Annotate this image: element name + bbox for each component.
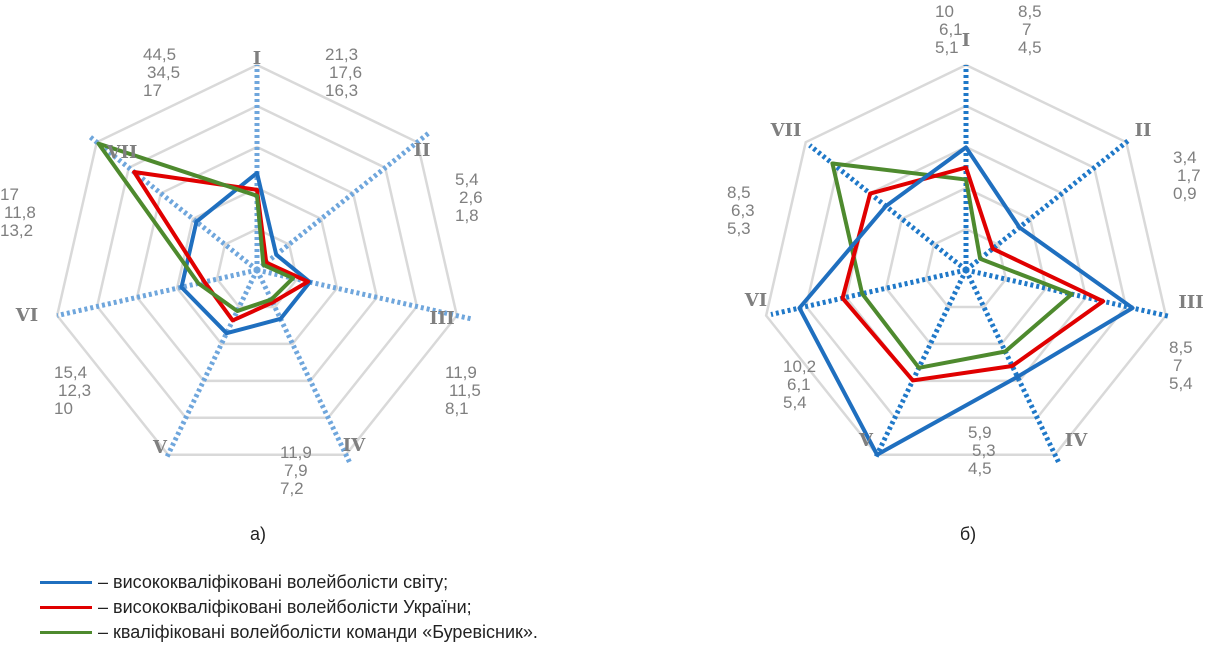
axis-label-V: V — [858, 430, 874, 451]
value-label: 16,3 — [325, 81, 358, 100]
grid-ring — [55, 63, 459, 456]
series-line — [179, 170, 312, 336]
value-label: 7,9 — [284, 461, 308, 480]
series-line — [96, 141, 295, 314]
legend-label: – кваліфіковані волейболісти команди «Бу… — [98, 622, 538, 642]
radar-charts: IIIIIIIVVVIVII44,534,51721,317,616,35,42… — [0, 2, 1204, 544]
value-label: 7 — [1173, 356, 1182, 375]
value-label: 13,2 — [0, 221, 33, 240]
axis-line-V — [872, 268, 969, 461]
series-line — [830, 161, 1074, 370]
value-label: 44,5 — [143, 45, 176, 64]
value-label: 21,3 — [325, 45, 358, 64]
value-label: 11,8 — [4, 203, 36, 222]
series-line — [840, 165, 1106, 383]
value-label: 5,4 — [783, 393, 807, 412]
axis-label-II: II — [1135, 120, 1152, 141]
value-label: 2,6 — [459, 188, 483, 207]
value-label: 4,5 — [968, 459, 992, 478]
value-label: 11,5 — [449, 381, 481, 400]
grid-ring — [804, 104, 1128, 420]
value-label: 1,8 — [455, 206, 479, 225]
value-label: 10,2 — [783, 357, 816, 376]
value-label: 6,1 — [939, 20, 963, 39]
value-label: 8,5 — [727, 183, 751, 202]
legend-swatch-red — [40, 606, 92, 609]
axis-label-III: III — [429, 308, 454, 329]
axis-line-V — [163, 268, 260, 461]
value-label: 7,2 — [280, 479, 304, 498]
axis-label-VII: VII — [106, 142, 138, 163]
value-label: 17 — [143, 81, 162, 100]
axis-line-II — [964, 137, 1132, 272]
grid-ring — [884, 186, 1048, 346]
value-label: 5,4 — [455, 170, 479, 189]
radar-chart-b: IIIIIIIVVVIVII106,15,18,574,53,41,70,98,… — [727, 2, 1204, 544]
value-label: 1,7 — [1177, 166, 1201, 185]
legend-label: – висококваліфіковані волейболісти світу… — [98, 572, 449, 592]
value-label: 5,4 — [1169, 374, 1193, 393]
value-label: 11,9 — [445, 363, 477, 382]
value-label: 5,3 — [972, 441, 996, 460]
axis-label-I: I — [962, 30, 970, 51]
value-label: 8,5 — [1018, 2, 1042, 21]
legend-swatch-green — [40, 631, 92, 634]
chart-caption: б) — [960, 524, 976, 544]
legend-swatch-blue — [40, 581, 92, 584]
grid-ring — [764, 63, 1168, 456]
value-label: 12,3 — [58, 381, 91, 400]
value-label: 0,9 — [1173, 184, 1197, 203]
value-label: 4,5 — [1018, 38, 1042, 57]
axis-line-VI — [56, 267, 258, 319]
axis-label-III: III — [1178, 292, 1203, 313]
legend-item-world: – висококваліфіковані волейболісти світу… — [40, 570, 538, 595]
value-label: 7 — [1022, 20, 1031, 39]
value-label: 10 — [935, 2, 954, 21]
axis-label-V: V — [152, 437, 168, 458]
legend-label: – висококваліфіковані волейболісти Украї… — [98, 597, 472, 617]
series-line — [132, 170, 311, 323]
legend: – висококваліфіковані волейболісти світу… — [40, 570, 538, 645]
axis-label-II: II — [414, 140, 431, 161]
grid-ring — [175, 186, 339, 346]
value-label: 17,6 — [329, 63, 362, 82]
axis-label-VII: VII — [770, 120, 802, 141]
axis-label-VI: VI — [744, 290, 767, 311]
value-label: 11,9 — [280, 443, 312, 462]
value-label: 15,4 — [54, 363, 87, 382]
legend-item-burevisnyk: – кваліфіковані волейболісти команди «Бу… — [40, 620, 538, 645]
value-label: 5,1 — [935, 38, 959, 57]
radar-chart-a: IIIIIIIVVVIVII44,534,51721,317,616,35,42… — [0, 45, 483, 544]
value-label: 34,5 — [147, 63, 180, 82]
axis-label-I: I — [253, 48, 261, 69]
value-label: 17 — [0, 185, 19, 204]
axis-label-IV: IV — [343, 435, 366, 456]
value-label: 6,3 — [731, 201, 755, 220]
value-label: 10 — [54, 399, 73, 418]
value-label: 5,9 — [968, 423, 992, 442]
legend-item-ukraine: – висококваліфіковані волейболісти Украї… — [40, 595, 538, 620]
value-label: 8,1 — [445, 399, 469, 418]
value-label: 8,5 — [1169, 338, 1193, 357]
chart-caption: а) — [250, 524, 266, 544]
axis-label-VI: VI — [15, 305, 38, 326]
value-label: 3,4 — [1173, 148, 1197, 167]
axis-label-IV: IV — [1065, 430, 1088, 451]
value-label: 6,1 — [787, 375, 811, 394]
axis-line-II — [255, 130, 431, 272]
grid-ring — [95, 104, 419, 420]
grid-ring — [215, 227, 299, 309]
value-label: 5,3 — [727, 219, 751, 238]
series-line — [797, 145, 1135, 457]
